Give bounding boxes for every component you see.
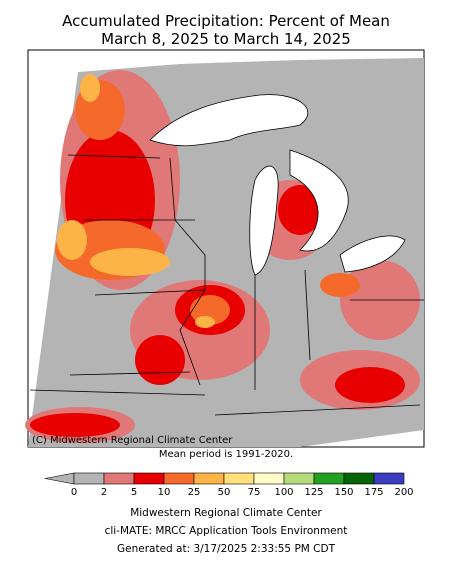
subtitle: March 8, 2025 to March 14, 2025 <box>101 30 351 48</box>
precip-areas-yellow <box>57 74 215 328</box>
mean-period-note: Mean period is 1991-2020. <box>159 449 293 460</box>
title: Accumulated Precipitation: Percent of Me… <box>62 12 390 30</box>
legend-tick-label: 100 <box>274 487 293 498</box>
footer-line: Generated at: 3/17/2025 2:33:55 PM CDT <box>117 543 336 555</box>
legend-swatch <box>103 472 135 485</box>
legend-swatch <box>253 472 285 485</box>
legend-tick-label: 200 <box>394 487 413 498</box>
footer-line: cli-MATE: MRCC Application Tools Environ… <box>105 525 348 537</box>
legend-tick-label: 75 <box>248 487 261 498</box>
legend-tick-label: 50 <box>218 487 231 498</box>
legend-tick-label: 2 <box>101 487 107 498</box>
legend-swatch <box>163 472 195 485</box>
legend-tick-label: 150 <box>334 487 353 498</box>
legend-swatch <box>133 472 165 485</box>
legend-swatch <box>313 472 345 485</box>
map: (C) Midwestern Regional Climate Center <box>25 49 425 448</box>
legend-arrow <box>44 472 75 485</box>
great-lakes <box>149 94 406 276</box>
legend-tick-label: 0 <box>71 487 77 498</box>
legend-swatch <box>373 472 405 485</box>
legend-tick-label: 125 <box>304 487 323 498</box>
legend-tick-label: 175 <box>364 487 383 498</box>
legend-tick-label: 5 <box>131 487 137 498</box>
legend-swatch <box>193 472 225 485</box>
footer-line: Midwestern Regional Climate Center <box>130 507 322 519</box>
legend-tick-label: 25 <box>188 487 201 498</box>
legend-swatch <box>73 472 105 485</box>
legend-swatch <box>283 472 315 485</box>
legend: 0 2 5 10 25 50 75 100 125 150 175 200 <box>44 472 414 498</box>
legend-swatch <box>223 472 255 485</box>
legend-tick-label: 10 <box>158 487 171 498</box>
credit: (C) Midwestern Regional Climate Center <box>32 435 233 446</box>
state-lines <box>29 154 424 416</box>
legend-swatch <box>343 472 375 485</box>
